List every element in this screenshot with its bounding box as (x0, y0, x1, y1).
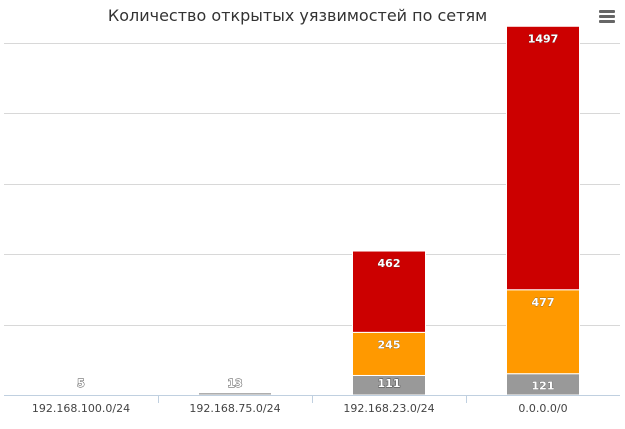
x-axis-label: 192.168.75.0/24 (189, 402, 280, 415)
x-axis-label: 192.168.100.0/24 (32, 402, 130, 415)
data-label: 245 (378, 338, 401, 351)
chart-title: Количество открытых уязвимостей по сетям (107, 6, 488, 25)
bar-segment (506, 25, 580, 291)
x-axis-label: 0.0.0.0/0 (518, 402, 567, 415)
data-label: 121 (532, 380, 555, 393)
bar-segment (352, 250, 426, 333)
bar-segment (44, 393, 118, 396)
x-axis-label: 192.168.23.0/24 (343, 402, 434, 415)
data-label: 13 (227, 377, 242, 390)
bar-segment (352, 331, 426, 376)
data-label: 111 (378, 377, 401, 390)
chart-menu-button[interactable] (598, 9, 616, 25)
data-label: 477 (532, 296, 555, 309)
data-label: 462 (378, 257, 401, 270)
data-label: 5 (77, 377, 85, 390)
data-label: 1497 (528, 32, 559, 45)
bar-segment (198, 392, 272, 396)
